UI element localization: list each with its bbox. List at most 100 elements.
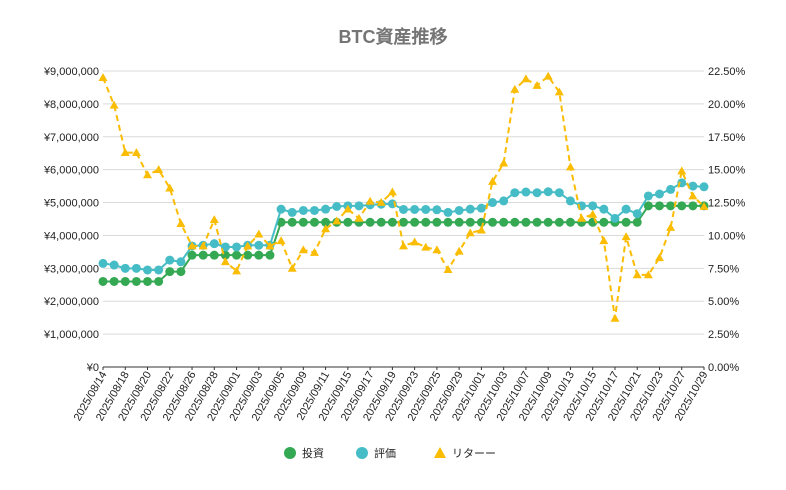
data-point — [421, 217, 431, 227]
data-point — [198, 250, 208, 260]
data-point — [588, 209, 598, 218]
data-point — [476, 203, 486, 213]
data-point — [666, 184, 676, 194]
data-point — [154, 165, 164, 174]
data-point — [321, 204, 331, 214]
left-axis: ¥0 ¥1,000,000 ¥2,000,000 ¥3,000,000 ¥4,000,0… — [43, 66, 99, 374]
data-point — [554, 217, 564, 227]
data-point — [376, 198, 386, 206]
data-point — [209, 215, 219, 224]
legend[interactable]: 投資 評価 リターー — [284, 446, 496, 460]
data-point — [410, 237, 420, 246]
left-tick-label: ¥3,000,000 — [43, 263, 99, 275]
data-point — [243, 241, 253, 250]
data-point — [354, 201, 364, 211]
data-point — [365, 196, 375, 205]
data-point — [699, 202, 709, 210]
data-point — [198, 241, 208, 250]
data-point — [565, 196, 575, 206]
data-point — [410, 204, 420, 214]
legend-item[interactable]: 投資 — [284, 446, 324, 460]
data-point — [365, 217, 375, 227]
data-point — [599, 217, 609, 227]
data-point — [699, 182, 709, 192]
data-point — [265, 241, 275, 250]
right-tick-label: 20.00% — [708, 99, 746, 111]
right-tick-label: 5.00% — [708, 296, 739, 308]
data-point — [287, 217, 297, 227]
data-point — [565, 217, 575, 227]
data-point — [543, 71, 553, 80]
data-point — [499, 158, 509, 167]
left-tick-label: ¥6,000,000 — [43, 165, 99, 177]
grid-layer — [103, 70, 704, 368]
data-point — [577, 213, 587, 222]
data-point — [220, 242, 230, 252]
legend-label: 評価 — [374, 446, 396, 460]
series-2 — [98, 178, 709, 275]
data-point — [254, 240, 264, 250]
data-point — [254, 229, 264, 238]
data-point — [610, 313, 620, 322]
data-point — [666, 223, 676, 231]
data-point — [287, 263, 297, 272]
data-point — [387, 187, 397, 196]
data-point — [399, 204, 408, 214]
legend-marker — [284, 447, 296, 459]
data-point — [131, 263, 141, 273]
data-point — [354, 213, 364, 222]
legend-label: 投資 — [302, 446, 324, 460]
data-point — [109, 276, 119, 286]
data-point — [165, 183, 175, 192]
data-point — [154, 276, 164, 286]
data-point — [677, 166, 687, 175]
data-point — [232, 266, 242, 275]
chart-title: BTC資産推移 — [339, 26, 448, 47]
data-point — [643, 191, 653, 201]
data-point — [232, 242, 242, 252]
data-point — [554, 87, 564, 96]
data-point — [298, 217, 308, 227]
right-axis: 0.00% 2.50% 5.00% 7.50% 10.00% 12.50% 15.00% 17… — [708, 66, 746, 374]
data-point — [632, 209, 642, 219]
data-point — [143, 265, 153, 275]
left-tick-label: ¥4,000,000 — [43, 230, 99, 242]
data-point — [376, 217, 386, 227]
left-tick-label: ¥7,000,000 — [43, 132, 99, 144]
data-point — [488, 198, 498, 208]
data-point — [176, 219, 186, 227]
legend-label: リターー — [452, 447, 496, 460]
data-point — [654, 253, 664, 262]
data-point — [410, 217, 420, 227]
right-tick-label: 22.50% — [708, 66, 746, 78]
data-point — [176, 267, 186, 277]
data-point — [176, 257, 186, 267]
data-point — [454, 205, 464, 215]
data-point — [688, 191, 698, 200]
data-point — [443, 207, 453, 217]
left-tick-label: ¥0 — [86, 362, 99, 374]
data-point — [454, 246, 464, 255]
data-point — [421, 204, 431, 214]
data-point — [510, 84, 520, 93]
data-point — [209, 250, 219, 260]
data-point — [532, 188, 542, 198]
data-point — [187, 250, 197, 260]
data-point — [143, 276, 153, 286]
legend-item[interactable]: リターー — [434, 447, 496, 460]
series-line — [102, 74, 705, 319]
data-point — [532, 217, 542, 227]
data-point — [632, 217, 642, 227]
data-point — [488, 177, 498, 185]
data-point — [543, 217, 553, 227]
data-point — [666, 201, 676, 211]
legend-item[interactable]: 評価 — [356, 446, 396, 460]
data-point — [443, 265, 453, 274]
right-tick-label: 15.00% — [708, 165, 746, 177]
data-point — [643, 201, 653, 211]
data-point — [432, 245, 442, 254]
data-point — [521, 217, 531, 227]
legend-marker — [434, 447, 446, 458]
data-point — [643, 270, 653, 279]
data-point — [209, 239, 219, 249]
